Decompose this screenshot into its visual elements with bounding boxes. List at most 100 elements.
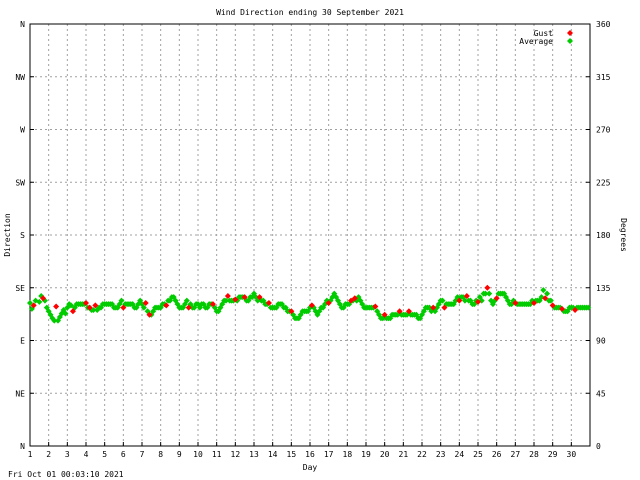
gust-point <box>86 304 93 311</box>
x-tick-label: 9 <box>177 450 182 459</box>
gust-point <box>405 308 412 315</box>
timestamp: Fri Oct 01 00:03:10 2021 <box>8 470 124 479</box>
average-point <box>482 290 489 297</box>
left-tick-label: S <box>20 231 25 240</box>
legend-marker-gust <box>567 30 573 36</box>
gust-point <box>531 299 537 306</box>
right-tick-label: 315 <box>596 73 611 82</box>
gust-point <box>209 301 216 308</box>
x-tick-label: 29 <box>548 450 558 459</box>
x-tick-label: 22 <box>417 450 427 459</box>
average-point <box>68 302 75 309</box>
left-tick-label: N <box>20 20 25 29</box>
gust-point <box>348 297 355 304</box>
right-tick-label: 180 <box>596 231 611 240</box>
average-point <box>486 290 493 297</box>
gust-point <box>456 297 463 304</box>
gust-point <box>512 299 519 306</box>
gust-point <box>185 304 192 311</box>
average-point <box>223 297 229 304</box>
left-axis-ticks: N NE E SE S SW W NW N <box>15 20 34 451</box>
gust-point <box>256 294 263 301</box>
x-tick-label: 10 <box>193 450 203 459</box>
legend-label-gust: Gust <box>534 29 553 38</box>
gust-point <box>120 304 127 311</box>
gust-point <box>559 305 565 312</box>
average-point <box>439 297 446 304</box>
left-tick-label: N <box>20 442 25 451</box>
x-tick-label: 30 <box>567 450 577 459</box>
x-tick-label: 8 <box>158 450 163 459</box>
x-tick-label: 1 <box>28 450 33 459</box>
data-marks <box>27 284 592 324</box>
gust-point <box>69 308 76 315</box>
x-axis-ticks: 1 2 3 4 5 6 7 8 9 10 11 12 13 14 15 16 17 18 19 20 21 22 23 24 2… <box>28 442 577 459</box>
gust-point <box>288 308 295 315</box>
gust-point <box>40 295 47 302</box>
gust-point <box>484 284 491 291</box>
gust-point <box>542 295 549 302</box>
average-point <box>27 299 33 306</box>
x-tick-label: 6 <box>121 450 126 459</box>
right-axis-label: Degrees <box>619 218 628 252</box>
x-tick-label: 20 <box>380 450 390 459</box>
left-tick-label: SW <box>15 178 25 187</box>
average-point <box>547 297 554 304</box>
x-tick-label: 18 <box>343 450 353 459</box>
gust-point <box>142 299 149 306</box>
gust-point <box>232 296 239 303</box>
gust-point <box>308 302 315 309</box>
gust-point <box>441 304 448 311</box>
legend-label-average: Average <box>519 37 553 46</box>
gust-point <box>430 304 437 311</box>
x-tick-label: 2 <box>46 450 51 459</box>
x-tick-label: 3 <box>65 450 70 459</box>
right-axis-ticks: 0 45 90 135 180 225 270 315 360 <box>586 20 611 451</box>
average-point <box>62 310 69 317</box>
x-tick-label: 26 <box>492 450 502 459</box>
x-tick-label: 7 <box>140 450 145 459</box>
x-tick-label: 5 <box>102 450 107 459</box>
right-tick-label: 225 <box>596 178 611 187</box>
x-tick-label: 11 <box>212 450 222 459</box>
x-tick-label: 28 <box>529 450 539 459</box>
gust-point <box>53 303 60 310</box>
gust-point <box>224 292 231 299</box>
x-tick-label: 16 <box>305 450 315 459</box>
right-tick-label: 360 <box>596 20 611 29</box>
gust-point <box>396 308 403 315</box>
left-tick-label: W <box>20 126 25 135</box>
x-tick-label: 23 <box>436 450 446 459</box>
right-tick-label: 0 <box>596 442 601 451</box>
x-tick-label: 24 <box>455 450 465 459</box>
average-point <box>461 297 468 304</box>
x-tick-label: 19 <box>361 450 371 459</box>
right-tick-label: 90 <box>596 337 606 346</box>
chart-title: Wind Direction ending 30 September 2021 <box>216 8 404 17</box>
average-point <box>140 304 147 311</box>
gust-point <box>163 302 170 309</box>
gust-point <box>30 302 37 309</box>
right-tick-label: 45 <box>596 389 606 398</box>
x-tick-label: 17 <box>324 450 334 459</box>
average-point <box>36 298 43 305</box>
x-axis-label: Day <box>303 463 318 472</box>
gust-point <box>146 311 153 318</box>
left-tick-label: NW <box>15 73 25 82</box>
right-tick-label: 135 <box>596 284 611 293</box>
x-tick-label: 15 <box>287 450 297 459</box>
gust-point <box>463 292 470 299</box>
average-point <box>118 297 125 304</box>
average-point <box>585 304 592 311</box>
x-tick-label: 14 <box>268 450 278 459</box>
gust-point <box>92 302 99 309</box>
gust-point <box>351 295 358 302</box>
legend-marker-average <box>567 38 573 44</box>
gust-point <box>325 299 332 306</box>
gust-point <box>372 303 379 310</box>
gust-point <box>475 298 481 305</box>
x-tick-label: 13 <box>249 450 259 459</box>
